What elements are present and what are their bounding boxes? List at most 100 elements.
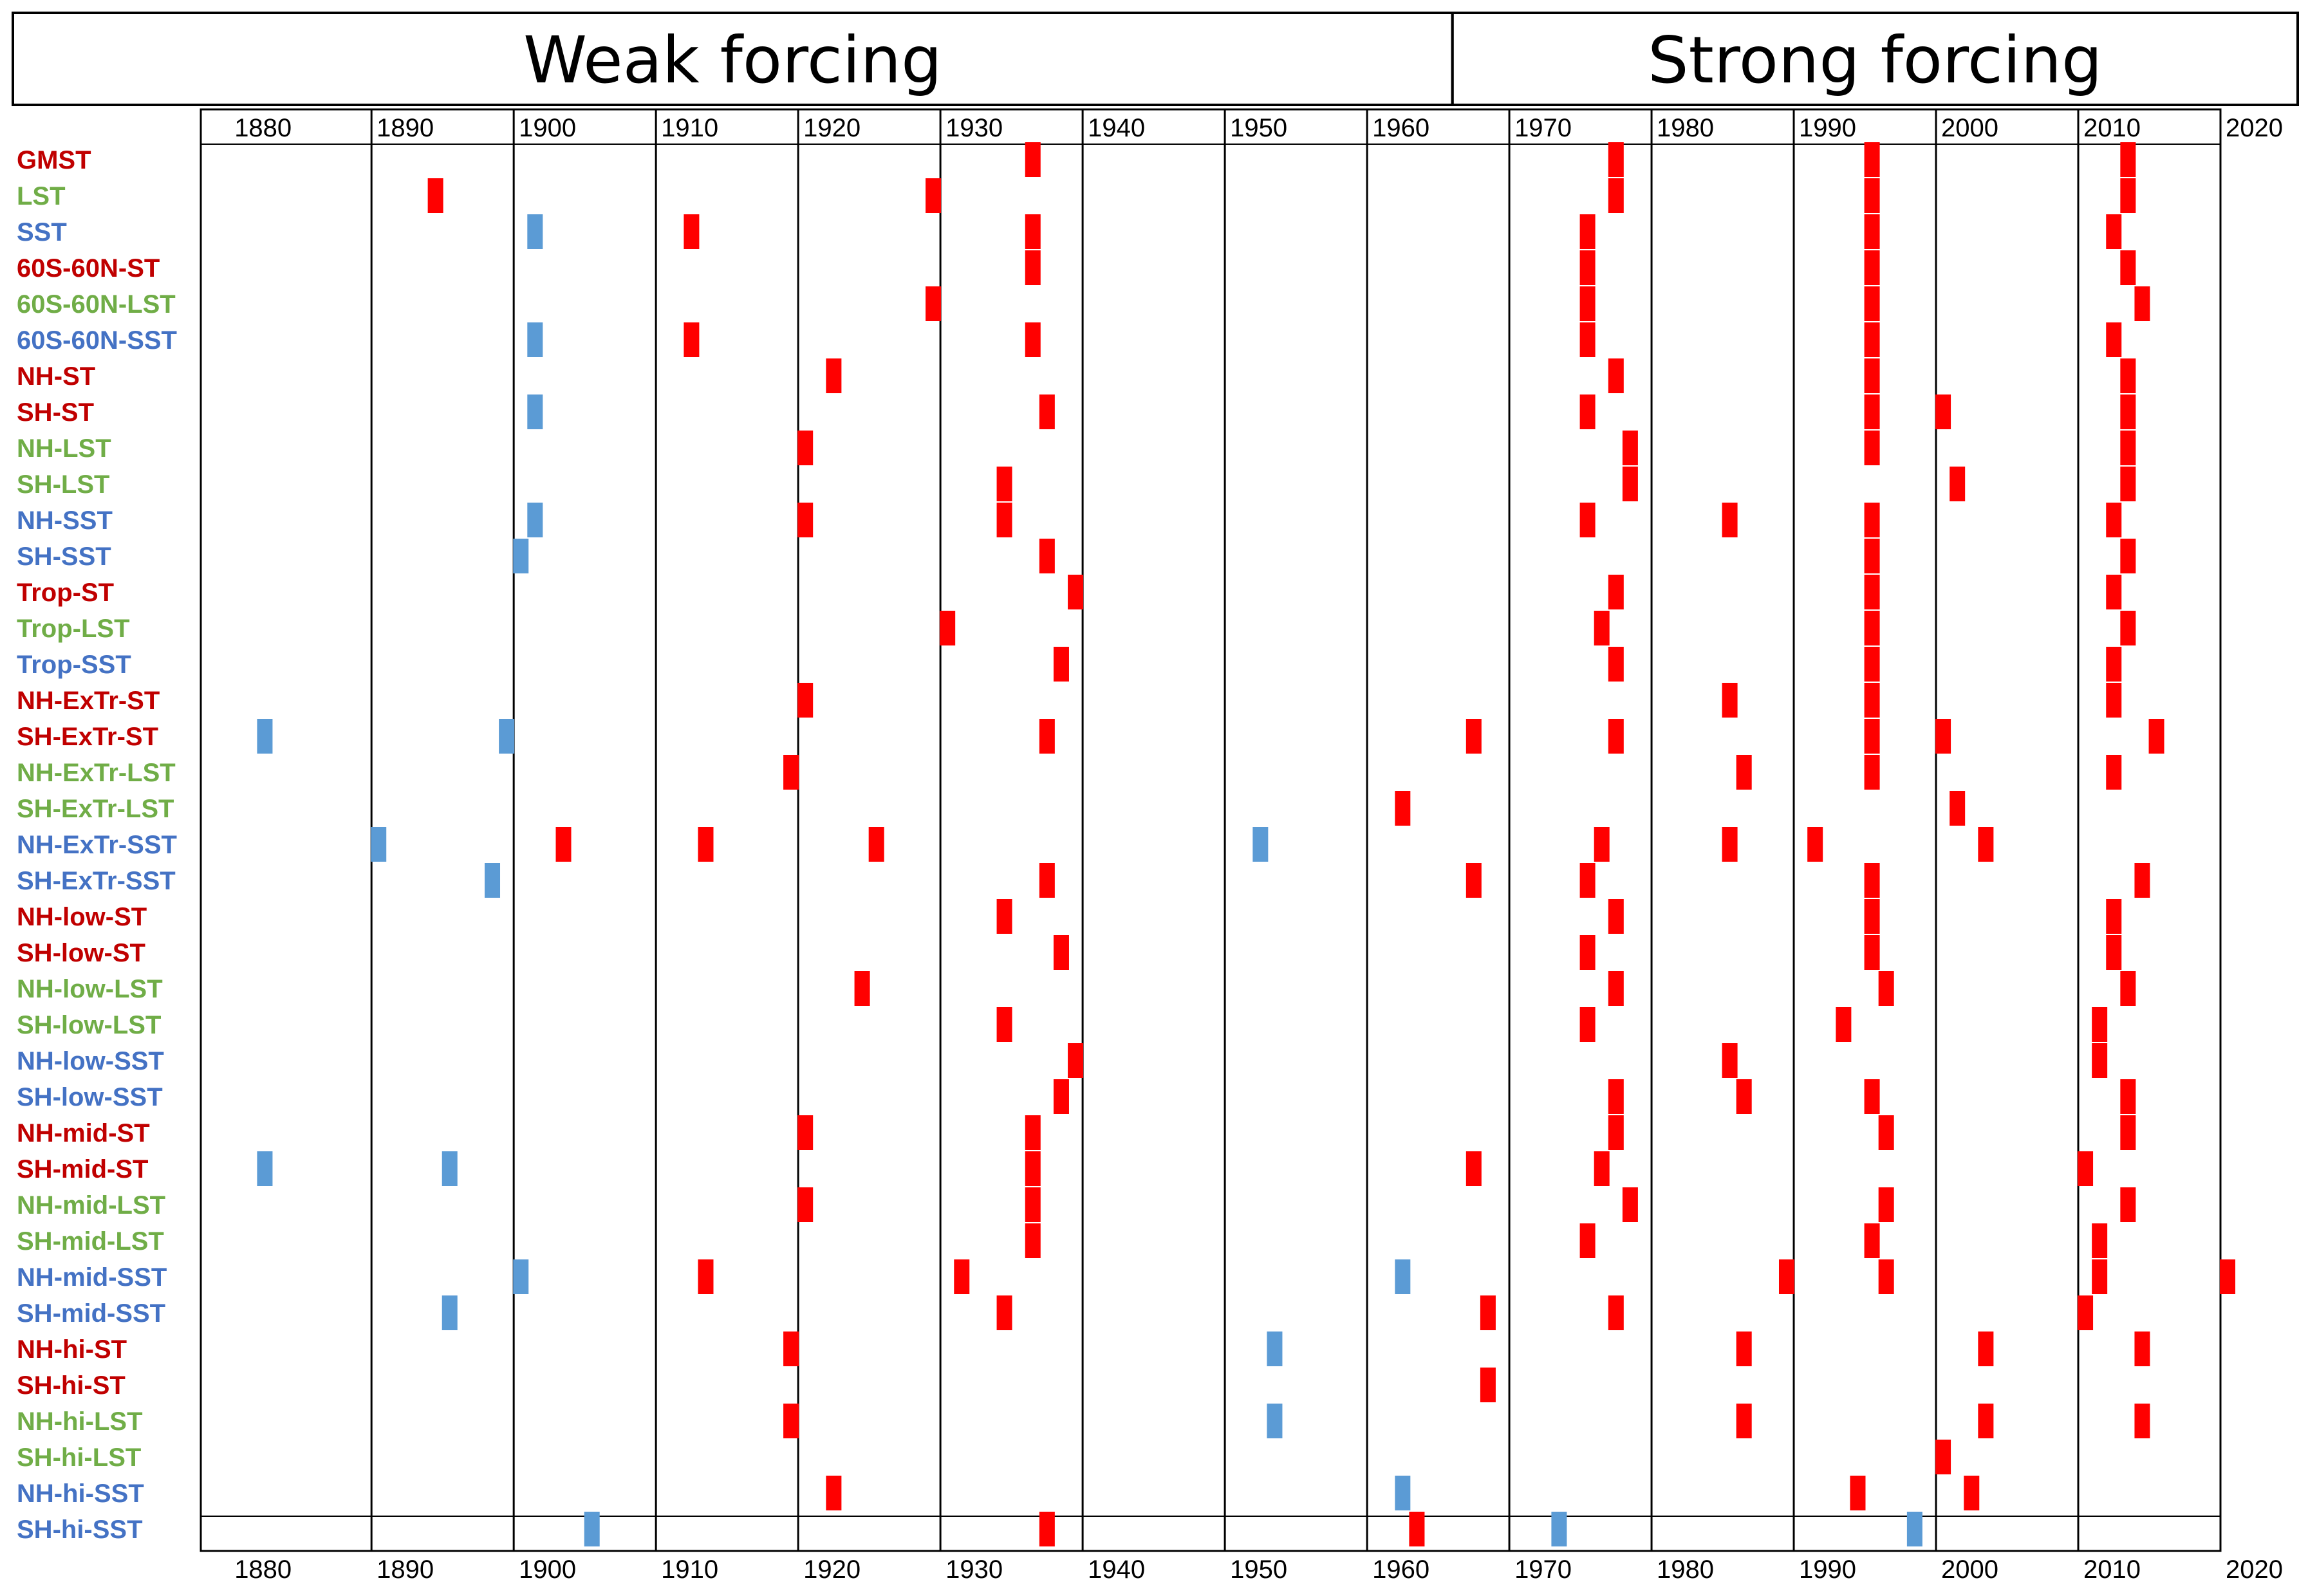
series-label: SH-low-SST [17, 1083, 163, 1111]
positive-change-bar [1864, 1079, 1880, 1114]
positive-change-bar [1864, 683, 1880, 718]
positive-change-bar [1594, 827, 1610, 862]
positive-change-bar [1978, 1404, 1994, 1438]
year-axis: 1880 1880 1890 1890 1900 1900 1910 1910 1920 1920… [234, 114, 2283, 1584]
positive-change-bar [940, 611, 956, 645]
positive-change-bar [1864, 503, 1880, 537]
positive-change-bar [2092, 1259, 2108, 1294]
positive-change-bar [783, 1332, 799, 1366]
positive-change-bar [1864, 899, 1880, 934]
positive-change-bar [1068, 1043, 1084, 1078]
bottom-tick-label: 1900 [519, 1555, 576, 1584]
event-bars [257, 142, 2236, 1546]
bottom-tick-label: 1880 [234, 1555, 292, 1584]
positive-change-bar [1622, 431, 1638, 465]
series-label: NH-low-SST [17, 1047, 164, 1075]
positive-change-bar [1025, 1115, 1041, 1150]
positive-change-bar [2106, 575, 2122, 609]
negative-change-bar [257, 719, 273, 754]
positive-change-bar [2078, 1151, 2094, 1186]
positive-change-bar [1466, 1151, 1482, 1186]
positive-change-bar [783, 1404, 799, 1438]
bottom-tick-label: 1920 [803, 1555, 861, 1584]
top-tick-label: 1980 [1657, 114, 1714, 142]
positive-change-bar [1978, 827, 1994, 862]
top-tick-label: 1880 [234, 114, 292, 142]
positive-change-bar [2092, 1043, 2108, 1078]
series-label: NH-mid-ST [17, 1119, 150, 1147]
series-label: SH-hi-ST [17, 1371, 126, 1400]
negative-change-bar [1267, 1332, 1283, 1366]
positive-change-bar [1608, 575, 1624, 609]
positive-change-bar [797, 431, 814, 465]
bottom-tick-label: 1980 [1657, 1555, 1714, 1584]
positive-change-bar [1836, 1007, 1852, 1042]
positive-change-bar [555, 827, 572, 862]
positive-change-bar [1579, 1223, 1596, 1258]
positive-change-bar [1608, 178, 1624, 213]
top-tick-label: 1890 [377, 114, 434, 142]
series-labels: GMST LST SST 60S-60N-ST 60S-60N-LST 60S-60N-S… [17, 146, 177, 1544]
positive-change-bar [2120, 142, 2136, 177]
positive-change-bar [1579, 1007, 1596, 1042]
positive-change-bar [1935, 719, 1951, 754]
positive-change-bar [1579, 394, 1596, 429]
positive-change-bar [1579, 214, 1596, 249]
positive-change-bar [2148, 719, 2164, 754]
positive-change-bar [1608, 1079, 1624, 1114]
positive-change-bar [2106, 899, 2122, 934]
positive-change-bar [1978, 1332, 1994, 1366]
positive-change-bar [1722, 1043, 1738, 1078]
positive-change-bar [1864, 286, 1880, 321]
series-label: NH-hi-SST [17, 1480, 144, 1508]
series-label: Trop-ST [17, 579, 114, 607]
positive-change-bar [1594, 1151, 1610, 1186]
top-tick-label: 1970 [1514, 114, 1572, 142]
positive-change-bar [1935, 394, 1951, 429]
positive-change-bar [1722, 827, 1738, 862]
strong-forcing-box [1451, 12, 2299, 106]
positive-change-bar [1025, 214, 1041, 249]
series-label: NH-ExTr-LST [17, 759, 176, 787]
positive-change-bar [1053, 1079, 1069, 1114]
series-label: SH-hi-LST [17, 1443, 141, 1472]
positive-change-bar [1878, 1259, 1894, 1294]
negative-change-bar [1267, 1404, 1283, 1438]
negative-change-bar [257, 1151, 273, 1186]
positive-change-bar [1864, 755, 1880, 790]
negative-change-bar [371, 827, 387, 862]
series-label: NH-low-LST [17, 975, 163, 1003]
positive-change-bar [797, 1115, 814, 1150]
positive-change-bar [1608, 142, 1624, 177]
strong-forcing-label: Strong forcing [1648, 23, 2102, 98]
positive-change-bar [2106, 322, 2122, 357]
series-label: 60S-60N-ST [17, 254, 160, 283]
positive-change-bar [1950, 791, 1966, 826]
positive-change-bar [2120, 358, 2136, 393]
bottom-tick-label: 2010 [2083, 1555, 2141, 1584]
positive-change-bar [1864, 539, 1880, 573]
negative-change-bar [527, 394, 543, 429]
weak-forcing-label: Weak forcing [523, 23, 942, 98]
positive-change-bar [1053, 935, 1069, 970]
positive-change-bar [1039, 719, 1055, 754]
top-tick-label: 1950 [1230, 114, 1287, 142]
positive-change-bar [1025, 142, 1041, 177]
forcing-header: Weak forcing Strong forcing [12, 12, 2299, 106]
positive-change-bar [1068, 575, 1084, 609]
positive-change-bar [1950, 467, 1966, 501]
positive-change-bar [1579, 503, 1596, 537]
positive-change-bar [1864, 142, 1880, 177]
positive-change-bar [698, 1259, 714, 1294]
positive-change-bar [1864, 935, 1880, 970]
bottom-tick-label: 1940 [1088, 1555, 1145, 1584]
positive-change-bar [1864, 1223, 1880, 1258]
positive-change-bar [2120, 971, 2136, 1006]
positive-change-bar [1039, 394, 1055, 429]
bottom-tick-label: 1960 [1372, 1555, 1429, 1584]
negative-change-bar [485, 863, 501, 898]
positive-change-bar [1579, 250, 1596, 285]
top-tick-label: 1990 [1799, 114, 1856, 142]
positive-change-bar [2092, 1223, 2108, 1258]
